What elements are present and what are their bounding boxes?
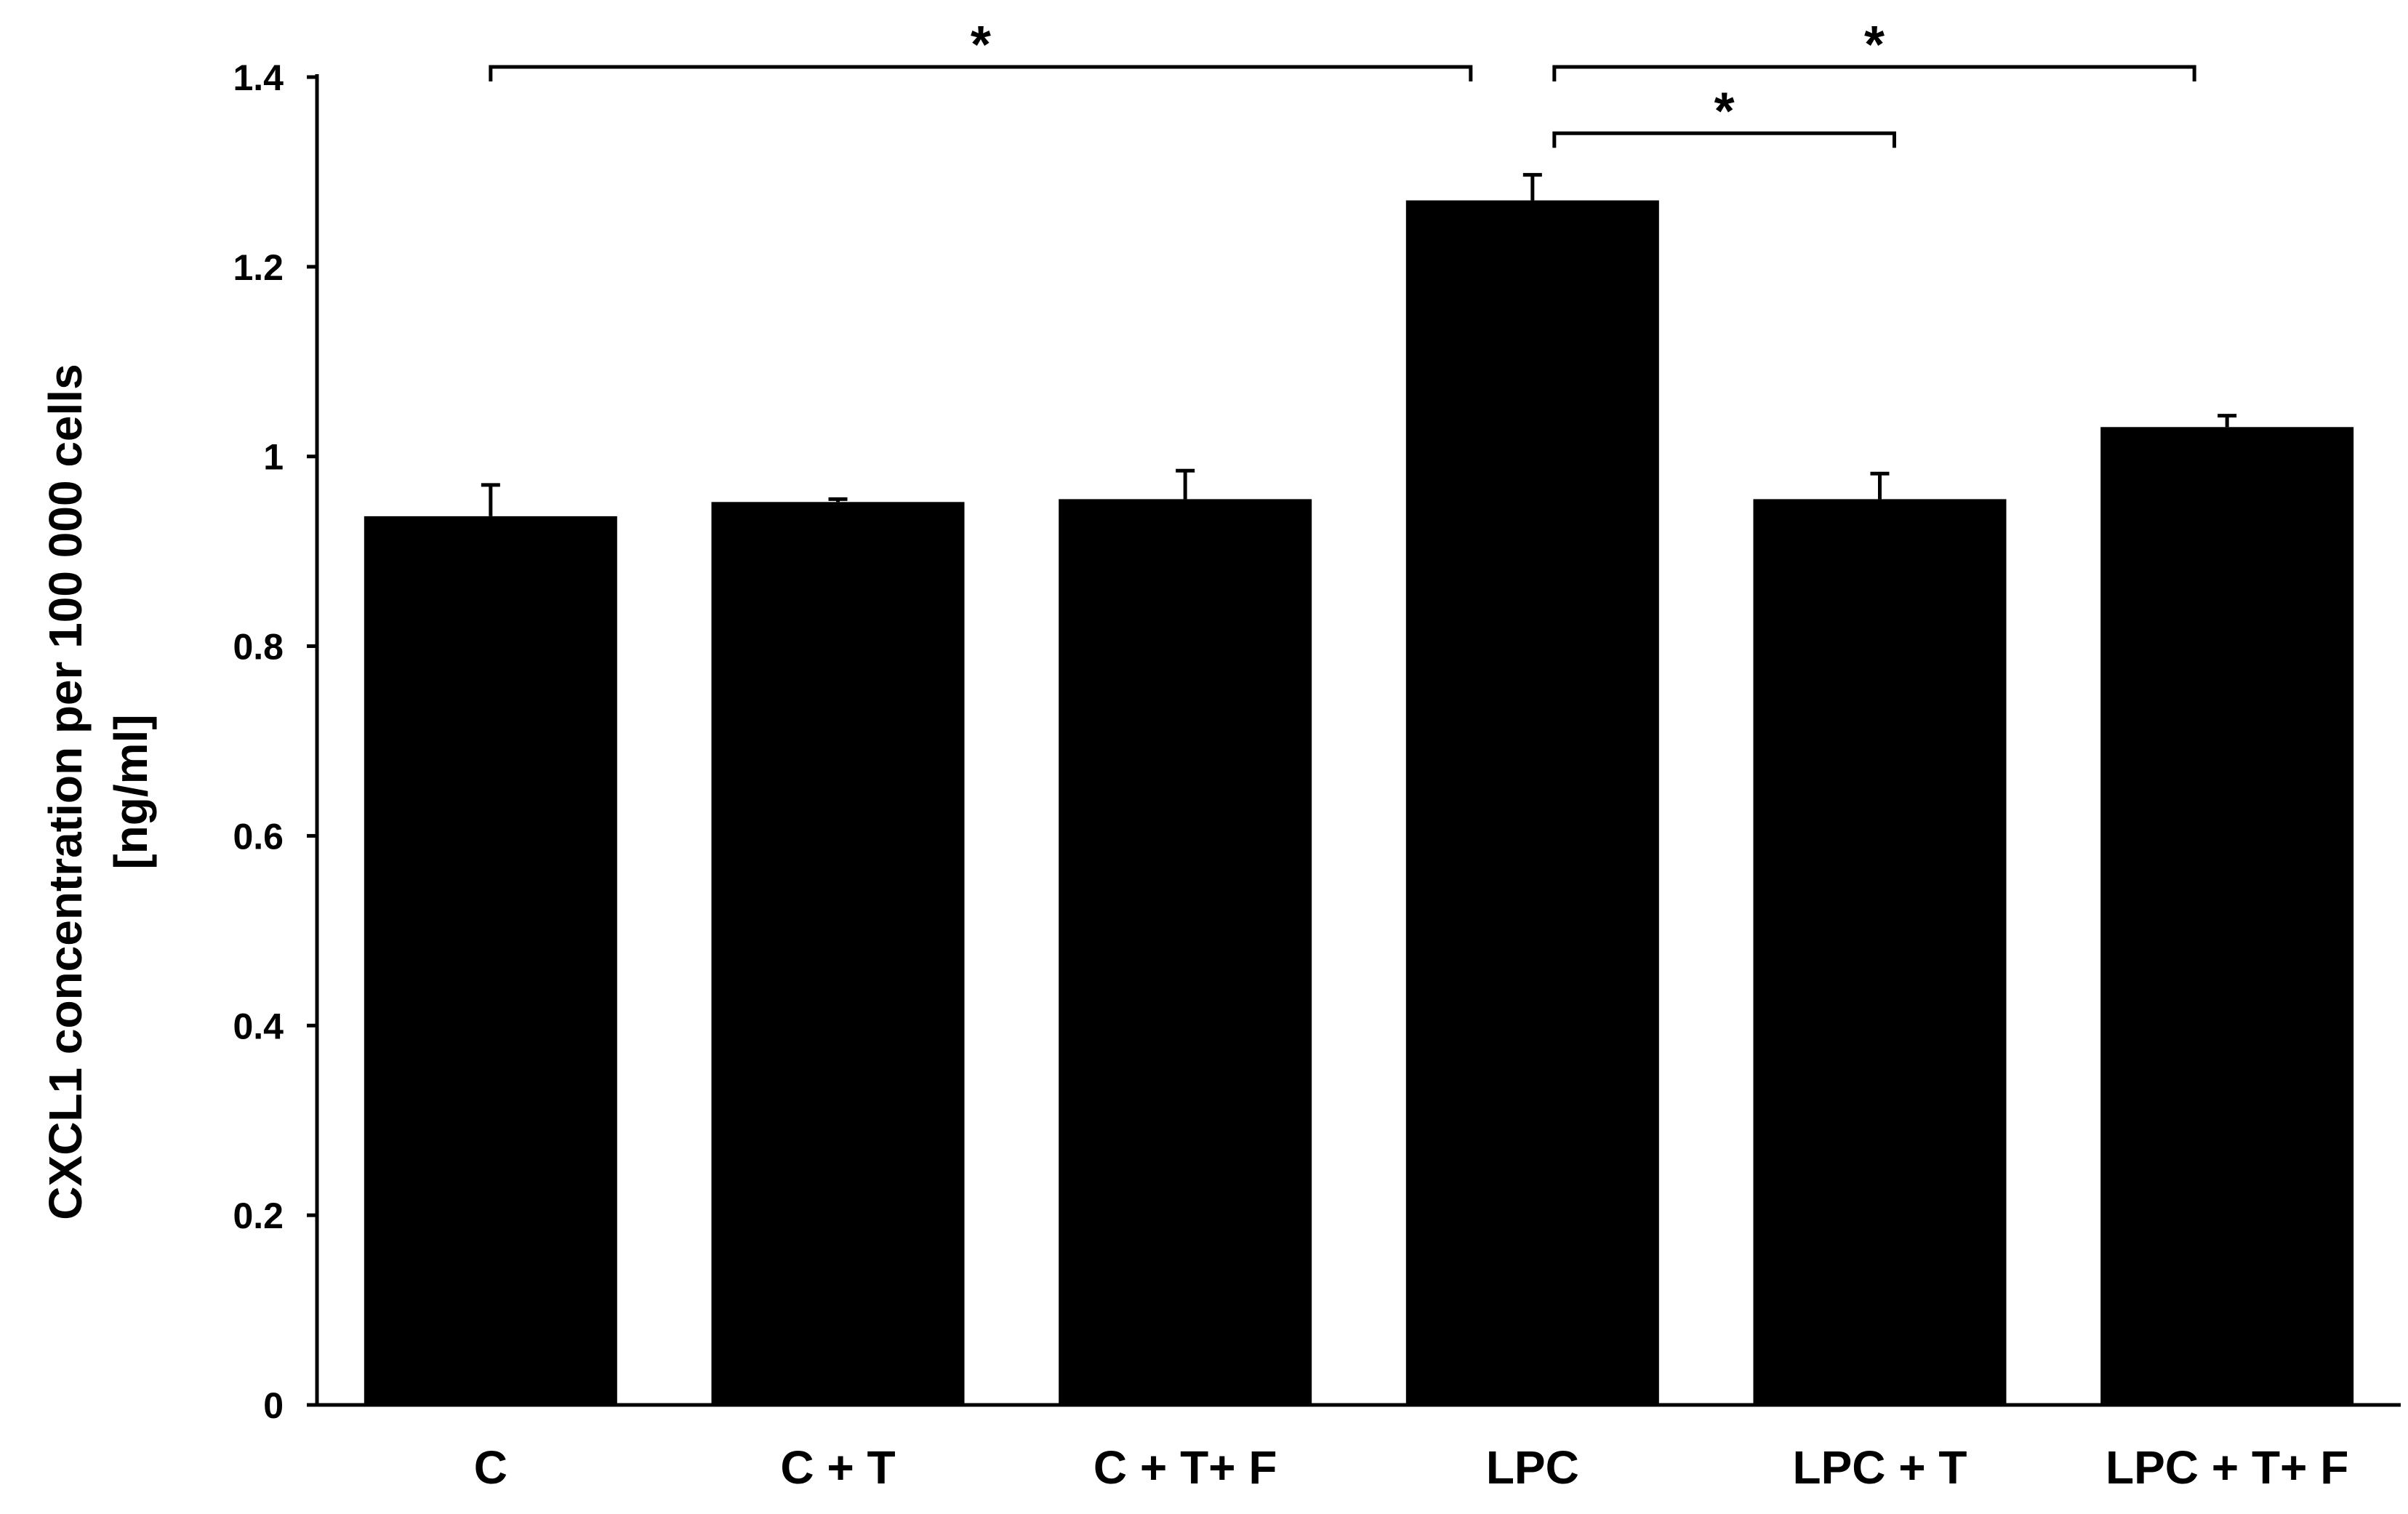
y-tick-label: 1.2 <box>233 247 284 288</box>
significance-bracket-2 <box>1552 131 1896 148</box>
y-tick-label: 1.4 <box>233 57 284 98</box>
bar-3 <box>1405 200 1659 1405</box>
y-axis-title: CXCL1 concentration per 100 000 cells [ng… <box>39 364 157 1219</box>
y-tick-label: 0 <box>263 1385 284 1426</box>
x-axis: C C + T C + T+ F LPC LPC + T LPC + T+ F <box>317 1403 2401 1494</box>
significance-brackets: * * * <box>489 16 2196 148</box>
bar-4 <box>1753 499 2007 1405</box>
significance-marker: * <box>1714 82 1735 140</box>
y-tick-label: 0.6 <box>233 816 284 857</box>
y-axis-title-line: [ng/ml] <box>105 714 157 869</box>
x-category-label: C <box>474 1441 507 1494</box>
y-tick-label: 1 <box>263 437 284 478</box>
x-category-label: LPC + T+ F <box>2106 1441 2348 1494</box>
bar-0 <box>364 516 617 1405</box>
y-axis-title-line: CXCL1 concentration per 100 000 cells <box>39 364 92 1219</box>
x-category-label: C + T <box>780 1441 895 1494</box>
bar-1 <box>711 502 965 1405</box>
significance-marker: * <box>971 16 991 74</box>
x-category-label: LPC <box>1486 1441 1579 1494</box>
bar-2 <box>1059 499 1312 1405</box>
y-axis: 0 0.2 0.4 0.6 0.8 1 1.2 1.4 <box>233 57 319 1426</box>
significance-bracket-0 <box>489 65 1473 81</box>
significance-marker: * <box>1864 16 1885 74</box>
x-category-label: C + T+ F <box>1093 1441 1277 1494</box>
error-bars <box>481 172 2237 516</box>
y-tick-label: 0.2 <box>233 1195 284 1236</box>
y-tick-label: 0.4 <box>233 1006 284 1046</box>
y-axis-label: CXCL1 concentration per 100 000 cells [ng… <box>39 364 157 1219</box>
significance-bracket-1 <box>1552 65 2196 81</box>
y-tick-label: 0.8 <box>233 627 284 668</box>
bar-5 <box>2100 427 2354 1405</box>
bars <box>364 200 2354 1405</box>
x-category-label: LPC + T <box>1792 1441 1967 1494</box>
